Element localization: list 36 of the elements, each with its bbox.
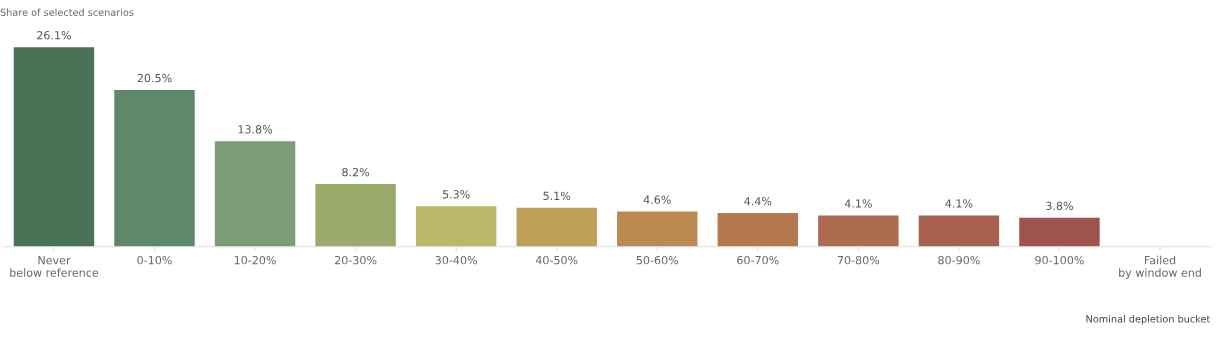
x-tick-label: 30-40%	[435, 255, 477, 265]
data-label: 13.8%	[238, 125, 273, 134]
x-tick-label: 80-90%	[938, 255, 980, 265]
bar	[516, 207, 597, 247]
x-tick-label: 20-30%	[335, 255, 377, 265]
y-axis-title: Share of selected scenarios	[0, 8, 134, 16]
bar	[214, 141, 296, 247]
data-label: 8.2%	[342, 167, 370, 177]
x-tick-label: 40-50%	[535, 255, 578, 265]
data-label: 20.5%	[137, 73, 172, 83]
x-axis-title: Nominal depletion bucket	[1086, 315, 1211, 325]
x-tick-label: 10-20%	[234, 255, 276, 265]
x-tick-label: 70-80%	[837, 255, 880, 265]
bar	[1019, 217, 1100, 247]
data-label: 4.4%	[744, 196, 772, 206]
x-tick-label: 50-60%	[636, 255, 679, 265]
x-tick-label: 60-70%	[737, 255, 779, 265]
x-tick-label: Never below reference	[10, 256, 99, 277]
x-tick-label: Failed by window end	[1119, 255, 1201, 279]
x-tick-label: 0-10%	[137, 255, 172, 265]
data-label: 26.1%	[37, 31, 71, 40]
bar	[415, 206, 497, 247]
bar	[315, 184, 396, 247]
x-tick-label: 90-100%	[1035, 255, 1084, 265]
bar	[617, 211, 698, 247]
bar	[13, 47, 95, 247]
bar	[818, 215, 899, 247]
data-label: 4.1%	[945, 199, 973, 208]
bar	[114, 89, 195, 247]
data-label: 4.1%	[844, 199, 872, 208]
data-label: 5.3%	[442, 190, 470, 199]
bar	[918, 215, 1000, 247]
data-label: 4.6%	[643, 195, 671, 204]
data-label: 3.8%	[1046, 201, 1073, 210]
bar	[717, 213, 799, 247]
data-label: 5.1%	[543, 191, 571, 201]
